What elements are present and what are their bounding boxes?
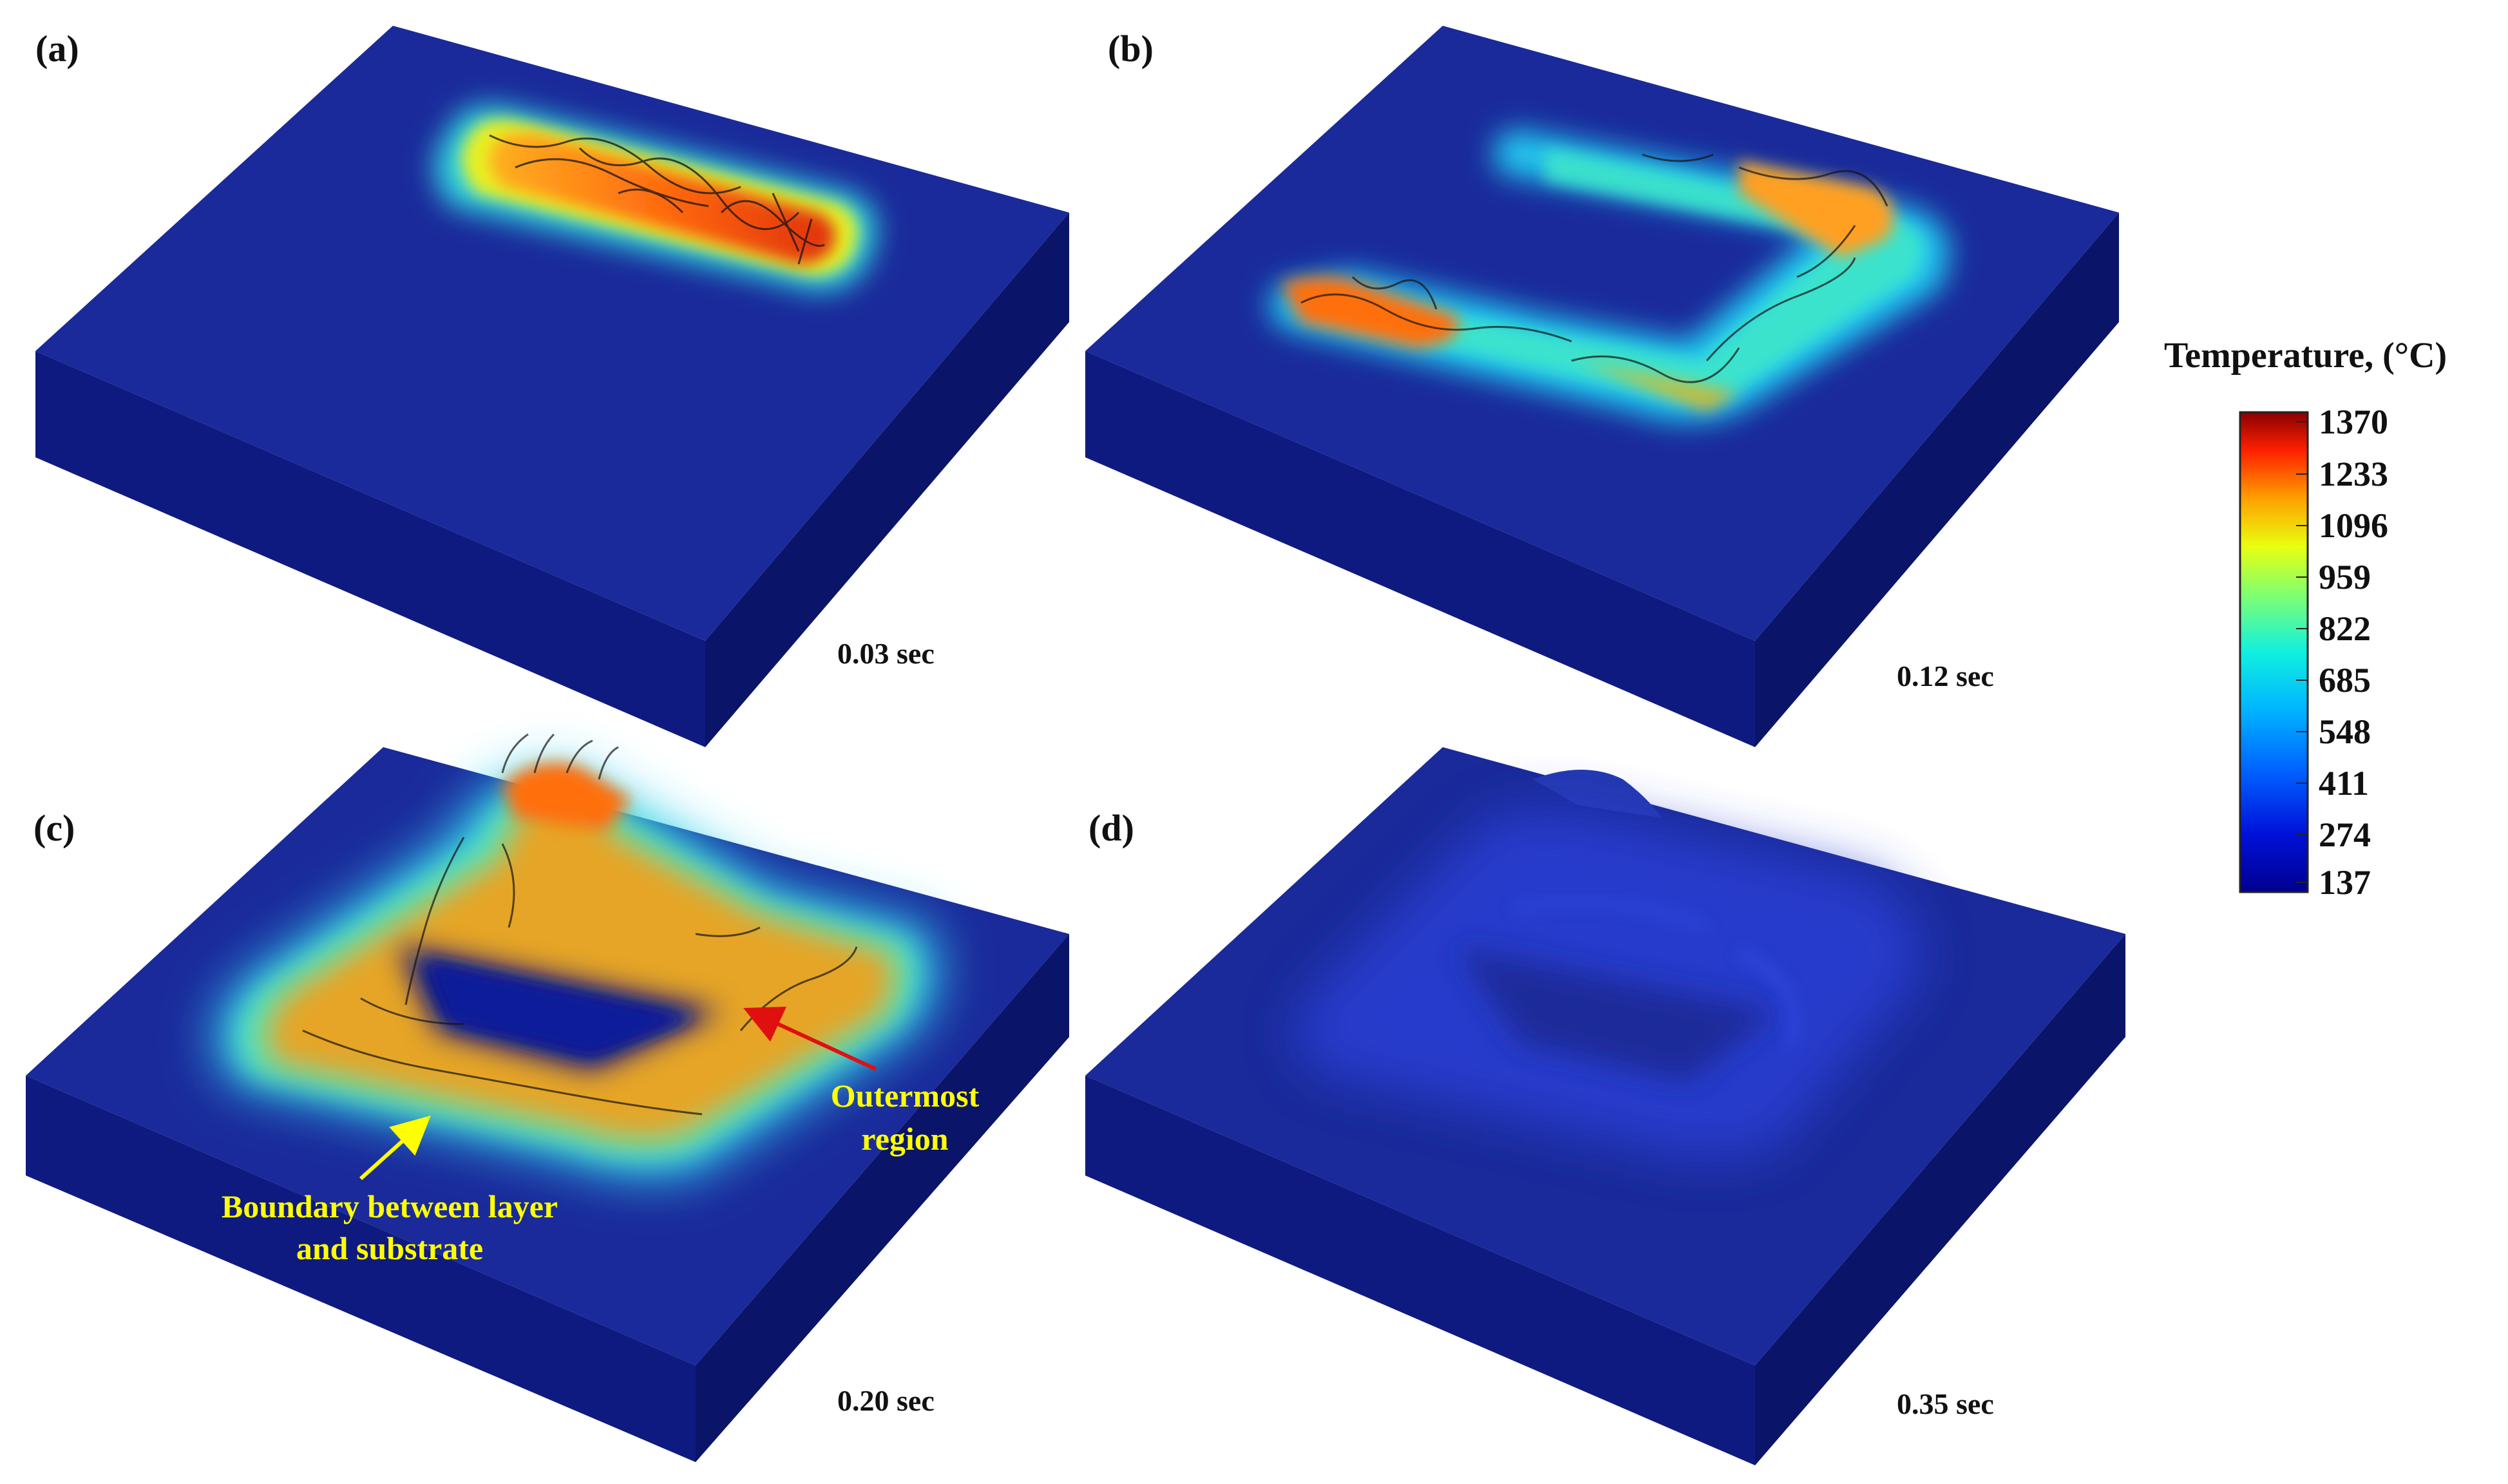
time-label-b: 0.12 sec bbox=[1897, 660, 1994, 692]
colorbar-tick-marks bbox=[2296, 421, 2308, 883]
colorbar-tick-548: 548 bbox=[2319, 712, 2371, 751]
panel-c: (c) 0.20 sec bbox=[26, 733, 1069, 1462]
time-label-c: 0.20 sec bbox=[837, 1384, 935, 1417]
lettering-b: (b) 0.12 sec bbox=[1108, 28, 1994, 692]
panel-a: (a) 0.03 sec bbox=[35, 26, 1069, 747]
colorbar-tick-822: 822 bbox=[2319, 609, 2371, 648]
lettering-c: (c) 0.20 sec bbox=[33, 807, 935, 1417]
colorbar-tick-274: 274 bbox=[2319, 815, 2371, 854]
panel-b: (b) 0.12 sec bbox=[1085, 26, 2119, 747]
panel-label-d: (d) bbox=[1088, 807, 1134, 849]
colorbar-tick-411: 411 bbox=[2319, 764, 2369, 803]
boundary-label-line2: and substrate bbox=[296, 1230, 483, 1266]
colorbar-tick-959: 959 bbox=[2319, 558, 2371, 596]
melt-pool-b bbox=[1269, 129, 1950, 422]
panel-label-a: (a) bbox=[35, 28, 79, 70]
lettering-d: (d) 0.35 sec bbox=[1088, 807, 1994, 1420]
flow-vectors-b bbox=[1300, 153, 1888, 383]
panel-label-b: (b) bbox=[1108, 28, 1154, 70]
colorbar-tick-685: 685 bbox=[2319, 661, 2371, 699]
boundary-arrow bbox=[359, 1115, 431, 1181]
lettering-a: (a) 0.03 sec bbox=[35, 28, 935, 670]
colorbar-gradient bbox=[2239, 411, 2309, 893]
colorbar-tick-1370: 1370 bbox=[2319, 403, 2388, 441]
temperature-colorbar: Temperature, (°C) 1370 1233 1096 959 822… bbox=[2164, 336, 2447, 902]
colorbar-tick-137: 137 bbox=[2319, 863, 2371, 902]
time-label-d: 0.35 sec bbox=[1897, 1387, 1994, 1420]
colorbar-tick-1096: 1096 bbox=[2319, 506, 2388, 545]
deposited-layer-d bbox=[1294, 810, 1922, 1158]
panel-d: (d) 0.35 sec bbox=[1085, 747, 2125, 1465]
colorbar-tick-1233: 1233 bbox=[2319, 455, 2388, 493]
flow-vectors-a bbox=[489, 134, 825, 265]
melt-pool-a bbox=[435, 106, 877, 291]
outermost-region-label-line2: region bbox=[861, 1121, 948, 1157]
annotations: Outermost region Boundary between layer … bbox=[222, 1006, 980, 1266]
outermost-region-arrow bbox=[743, 1006, 877, 1071]
panel-label-c: (c) bbox=[33, 807, 75, 849]
outermost-region-label-line1: Outermost bbox=[831, 1078, 980, 1114]
substrate-block-a bbox=[35, 26, 1069, 747]
boundary-label-line1: Boundary between layer bbox=[222, 1188, 558, 1224]
colorbar-title: Temperature, (°C) bbox=[2164, 336, 2447, 376]
time-label-a: 0.03 sec bbox=[837, 637, 935, 670]
